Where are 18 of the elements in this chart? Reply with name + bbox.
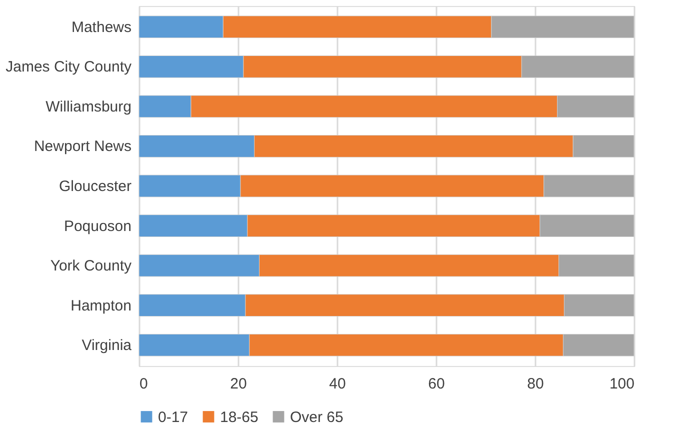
y-tick-label: Newport News (34, 138, 132, 156)
y-tick-label: Virginia (82, 337, 132, 354)
x-tick-label: 80 (527, 376, 544, 392)
y-tick-label: York County (50, 258, 132, 275)
y-tick-label: Hampton (70, 297, 132, 314)
x-tick-label: 100 (609, 376, 634, 392)
x-tick-label: 20 (230, 376, 247, 392)
y-tick-label: Gloucester (58, 178, 132, 195)
legend-label: Over 65 (290, 408, 344, 426)
y-tick-label: Poquoson (64, 218, 132, 235)
legend-label: 18-65 (220, 408, 258, 426)
x-tick-label: 40 (329, 376, 346, 392)
x-tick-label: 60 (428, 376, 445, 392)
y-tick-label: Mathews (71, 18, 132, 36)
legend-label: 0-17 (158, 408, 188, 426)
y-tick-label: Williamsburg (46, 98, 132, 116)
y-tick-label: James City County (6, 58, 132, 76)
x-tick-label: 0 (140, 376, 148, 392)
